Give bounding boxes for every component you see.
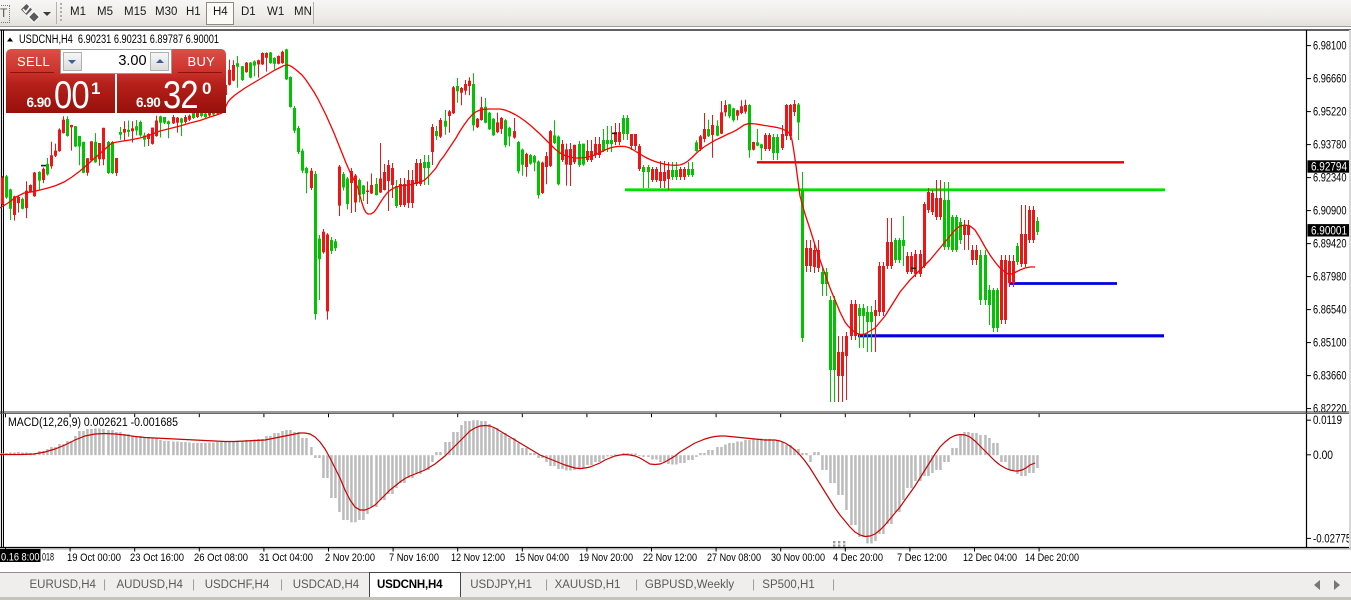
svg-text:4 Dec 20:00: 4 Dec 20:00 <box>833 552 883 564</box>
svg-text:19 Oct 00:00: 19 Oct 00:00 <box>67 552 121 564</box>
svg-text:6.85100: 6.85100 <box>1313 338 1347 350</box>
svg-text:12 Dec 04:00: 12 Dec 04:00 <box>963 552 1017 564</box>
svg-text:12 Nov 12:00: 12 Nov 12:00 <box>451 552 505 564</box>
svg-text:0.0119: 0.0119 <box>1313 415 1342 427</box>
svg-text:22 Nov 12:00: 22 Nov 12:00 <box>643 552 697 564</box>
svg-text:6.93780: 6.93780 <box>1313 140 1347 152</box>
svg-text:6.89420: 6.89420 <box>1313 239 1347 251</box>
svg-text:19 Nov 20:00: 19 Nov 20:00 <box>579 552 633 564</box>
svg-text:2 Nov 20:00: 2 Nov 20:00 <box>325 552 375 564</box>
svg-text:6.96660: 6.96660 <box>1313 74 1347 86</box>
svg-text:26 Oct 08:00: 26 Oct 08:00 <box>194 552 248 564</box>
svg-text:6.90900: 6.90900 <box>1313 206 1347 218</box>
svg-text:31 Oct 04:00: 31 Oct 04:00 <box>259 552 313 564</box>
svg-text:6.90001: 6.90001 <box>1311 225 1347 237</box>
svg-text:018: 018 <box>42 552 54 564</box>
svg-text:0.16 8:00: 0.16 8:00 <box>1 552 40 564</box>
svg-text:0.00: 0.00 <box>1313 450 1333 462</box>
svg-text:6.98100: 6.98100 <box>1313 41 1347 53</box>
svg-text:USDCNH,H4 6.90231 6.90231 6.8: USDCNH,H4 6.90231 6.90231 6.89787 6.9000… <box>19 34 219 46</box>
svg-text:6.83660: 6.83660 <box>1313 371 1347 383</box>
svg-text:30 Nov 00:00: 30 Nov 00:00 <box>771 552 825 564</box>
svg-text:27 Nov 08:00: 27 Nov 08:00 <box>707 552 761 564</box>
svg-text:15 Nov 04:00: 15 Nov 04:00 <box>515 552 569 564</box>
svg-text:6.82220: 6.82220 <box>1313 404 1347 416</box>
svg-text:-0.0277544: -0.0277544 <box>1313 533 1351 545</box>
svg-text:MACD(12,26,9) 0.002621 -0.0016: MACD(12,26,9) 0.002621 -0.001685 <box>8 417 178 429</box>
svg-text:6.95220: 6.95220 <box>1313 107 1347 119</box>
svg-text:6.86540: 6.86540 <box>1313 305 1347 317</box>
svg-text:7 Nov 16:00: 7 Nov 16:00 <box>389 552 439 564</box>
svg-text:23 Oct 16:00: 23 Oct 16:00 <box>130 552 184 564</box>
svg-text:6.87980: 6.87980 <box>1313 272 1347 284</box>
svg-text:14 Dec 20:00: 14 Dec 20:00 <box>1025 552 1079 564</box>
svg-text:6.92340: 6.92340 <box>1313 173 1347 185</box>
svg-text:6.92794: 6.92794 <box>1311 162 1348 174</box>
svg-text:7 Dec 12:00: 7 Dec 12:00 <box>897 552 947 564</box>
